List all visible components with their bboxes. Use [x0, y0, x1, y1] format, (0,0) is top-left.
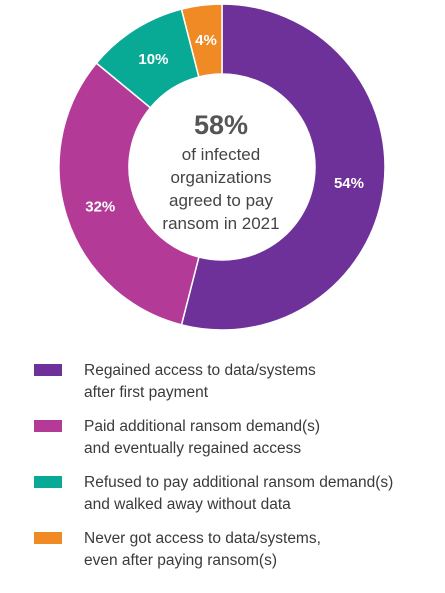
legend-label-line: and walked away without data [84, 496, 291, 513]
legend-label: Refused to pay additional ransom demand(… [84, 472, 393, 516]
slice-label: 10% [138, 51, 168, 68]
legend-label-line: even after paying ransom(s) [84, 552, 277, 569]
center-line-1: of infected [182, 145, 260, 164]
legend-swatch [34, 420, 62, 432]
slice-labels: 54% 32% 10% 4% [85, 32, 364, 216]
legend-label: Regained access to data/systems after fi… [84, 360, 316, 404]
donut-center-text: 58% of infected organizations agreed to … [162, 110, 279, 233]
slice-label: 54% [334, 175, 364, 192]
donut-slices [58, 3, 386, 331]
legend-label-line: Regained access to data/systems [84, 362, 316, 379]
legend-label: Paid additional ransom demand(s) and eve… [84, 416, 320, 460]
chart-legend: Regained access to data/systems after fi… [34, 360, 434, 584]
legend-label-line: Paid additional ransom demand(s) [84, 418, 321, 435]
slice-label: 32% [85, 199, 115, 216]
center-headline: 58% [194, 110, 248, 140]
legend-swatch [34, 476, 62, 488]
legend-swatch [34, 532, 62, 544]
legend-label-line: after first payment [84, 384, 209, 401]
center-line-2: organizations [170, 168, 271, 187]
legend-swatch [34, 364, 62, 376]
center-line-3: agreed to pay [169, 191, 273, 210]
legend-label-line: and eventually regained access [84, 440, 302, 457]
legend-label: Never got access to data/systems, even a… [84, 528, 321, 572]
center-line-4: ransom in 2021 [162, 214, 279, 233]
legend-label-line: Refused to pay additional ransom demand(… [84, 474, 394, 491]
slice-label: 4% [195, 32, 217, 49]
donut-slice [180, 3, 223, 78]
donut-chart: 54% 32% 10% 4% 58% of infected organization… [58, 3, 386, 331]
legend-item: Regained access to data/systems after fi… [34, 360, 434, 404]
donut-slice [180, 3, 386, 331]
donut-slice [58, 62, 200, 326]
legend-item: Never got access to data/systems, even a… [34, 528, 434, 572]
legend-label-line: Never got access to data/systems, [84, 530, 321, 547]
legend-item: Refused to pay additional ransom demand(… [34, 472, 434, 516]
legend-item: Paid additional ransom demand(s) and eve… [34, 416, 434, 460]
